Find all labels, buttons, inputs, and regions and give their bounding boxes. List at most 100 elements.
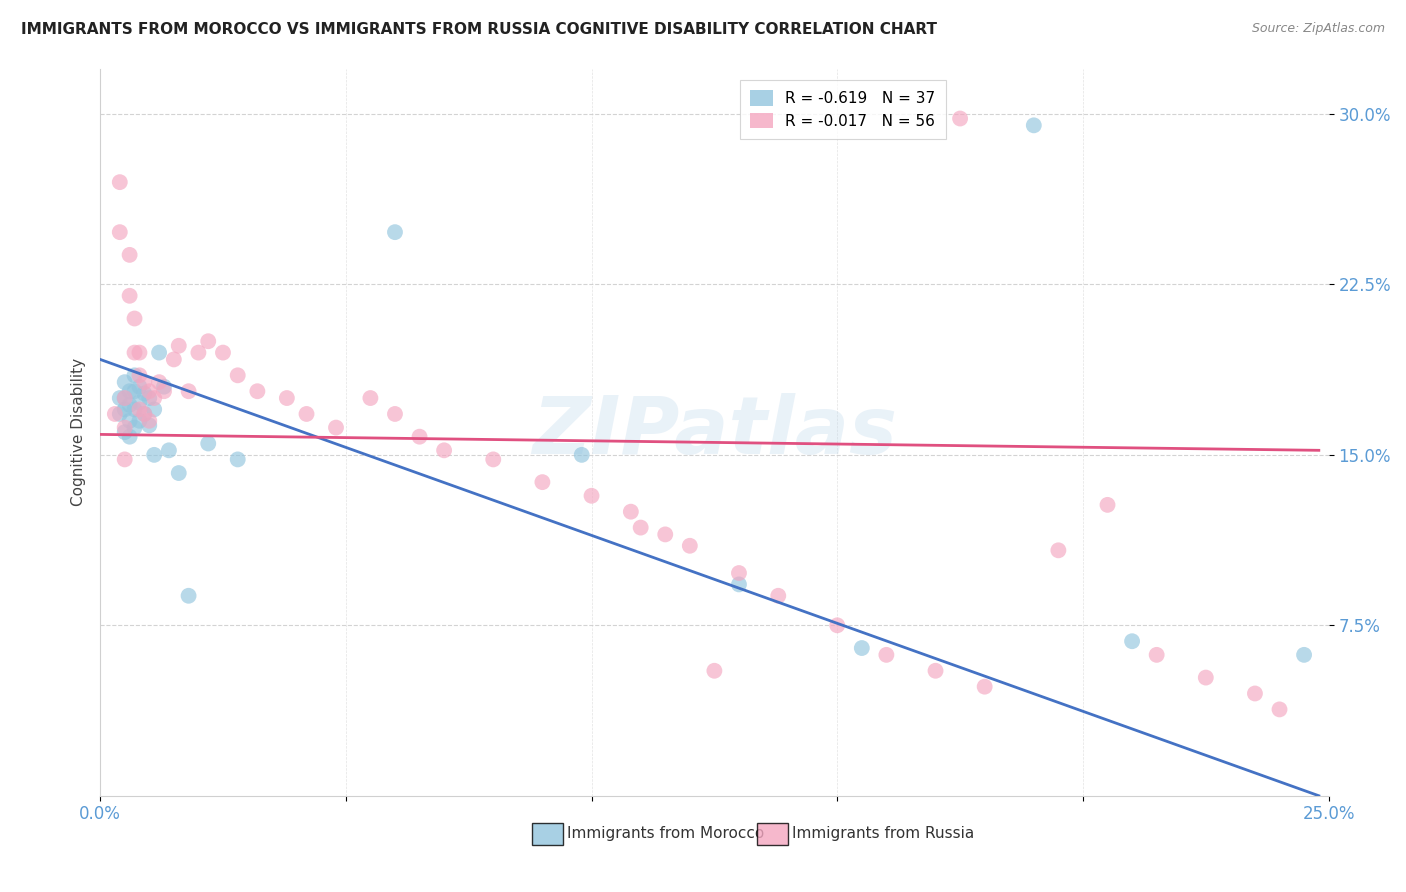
Point: [138, 391, 160, 405]
Point: [768, 589, 790, 603]
Point: [114, 391, 136, 405]
Point: [128, 414, 150, 428]
Point: [138, 384, 160, 399]
Point: [108, 391, 131, 405]
Point: [118, 384, 141, 399]
Point: [924, 664, 946, 678]
Point: [177, 589, 200, 603]
Point: [128, 345, 150, 359]
Point: [108, 225, 131, 239]
Point: [108, 175, 131, 189]
Point: [581, 489, 603, 503]
Point: [148, 375, 170, 389]
Point: [728, 577, 751, 591]
Text: Immigrants from Russia: Immigrants from Russia: [792, 826, 974, 841]
Point: [703, 664, 725, 678]
Point: [104, 407, 127, 421]
Point: [654, 527, 676, 541]
Point: [124, 384, 146, 399]
Point: [226, 368, 249, 383]
Point: [187, 345, 209, 359]
Point: [1022, 119, 1045, 133]
Point: [728, 566, 751, 580]
Point: [620, 505, 643, 519]
Point: [851, 640, 873, 655]
Point: [114, 452, 136, 467]
Point: [148, 345, 170, 359]
Point: [177, 384, 200, 399]
Point: [108, 407, 131, 421]
Point: [153, 384, 176, 399]
Point: [482, 452, 505, 467]
Point: [118, 248, 141, 262]
Point: [124, 420, 146, 434]
Point: [1244, 686, 1267, 700]
Point: [246, 384, 269, 399]
Point: [134, 407, 156, 421]
Point: [1047, 543, 1070, 558]
Point: [124, 345, 146, 359]
Point: [167, 339, 190, 353]
Point: [128, 368, 150, 383]
Point: [212, 345, 235, 359]
Point: [143, 391, 166, 405]
Point: [531, 475, 554, 490]
Point: [949, 112, 972, 126]
Point: [1268, 702, 1291, 716]
Point: [384, 407, 406, 421]
Point: [1146, 648, 1168, 662]
Point: [124, 402, 146, 417]
Point: [571, 448, 593, 462]
Point: [114, 425, 136, 439]
Point: [408, 430, 430, 444]
Point: [1294, 648, 1316, 662]
Point: [433, 443, 456, 458]
Y-axis label: Cognitive Disability: Cognitive Disability: [72, 358, 86, 506]
Point: [825, 618, 848, 632]
Point: [630, 520, 652, 534]
Point: [128, 395, 150, 409]
Legend: R = -0.619   N = 37, R = -0.017   N = 56: R = -0.619 N = 37, R = -0.017 N = 56: [740, 79, 946, 139]
Text: IMMIGRANTS FROM MOROCCO VS IMMIGRANTS FROM RUSSIA COGNITIVE DISABILITY CORRELATI: IMMIGRANTS FROM MOROCCO VS IMMIGRANTS FR…: [21, 22, 936, 37]
Point: [138, 418, 160, 433]
Point: [875, 648, 897, 662]
Point: [114, 420, 136, 434]
Text: Immigrants from Morocco: Immigrants from Morocco: [567, 826, 763, 841]
Point: [128, 380, 150, 394]
Point: [157, 443, 180, 458]
Point: [138, 414, 160, 428]
Point: [118, 430, 141, 444]
Point: [295, 407, 318, 421]
Point: [167, 466, 190, 480]
Point: [153, 380, 176, 394]
Point: [114, 391, 136, 405]
Point: [143, 448, 166, 462]
Point: [226, 452, 249, 467]
Point: [118, 289, 141, 303]
Point: [325, 420, 347, 434]
Point: [134, 386, 156, 401]
Point: [1195, 671, 1218, 685]
Point: [143, 402, 166, 417]
Point: [114, 375, 136, 389]
Point: [197, 436, 219, 450]
Point: [276, 391, 298, 405]
Point: [128, 402, 150, 417]
Point: [197, 334, 219, 349]
Point: [114, 402, 136, 417]
Point: [384, 225, 406, 239]
Point: [163, 352, 186, 367]
Point: [1097, 498, 1119, 512]
Text: Source: ZipAtlas.com: Source: ZipAtlas.com: [1251, 22, 1385, 36]
Point: [118, 398, 141, 412]
Point: [359, 391, 381, 405]
Point: [1121, 634, 1143, 648]
Text: ZIPatlas: ZIPatlas: [531, 393, 897, 471]
Point: [973, 680, 995, 694]
Point: [134, 407, 156, 421]
Point: [134, 375, 156, 389]
Point: [118, 414, 141, 428]
Point: [124, 311, 146, 326]
Point: [679, 539, 702, 553]
Point: [124, 368, 146, 383]
